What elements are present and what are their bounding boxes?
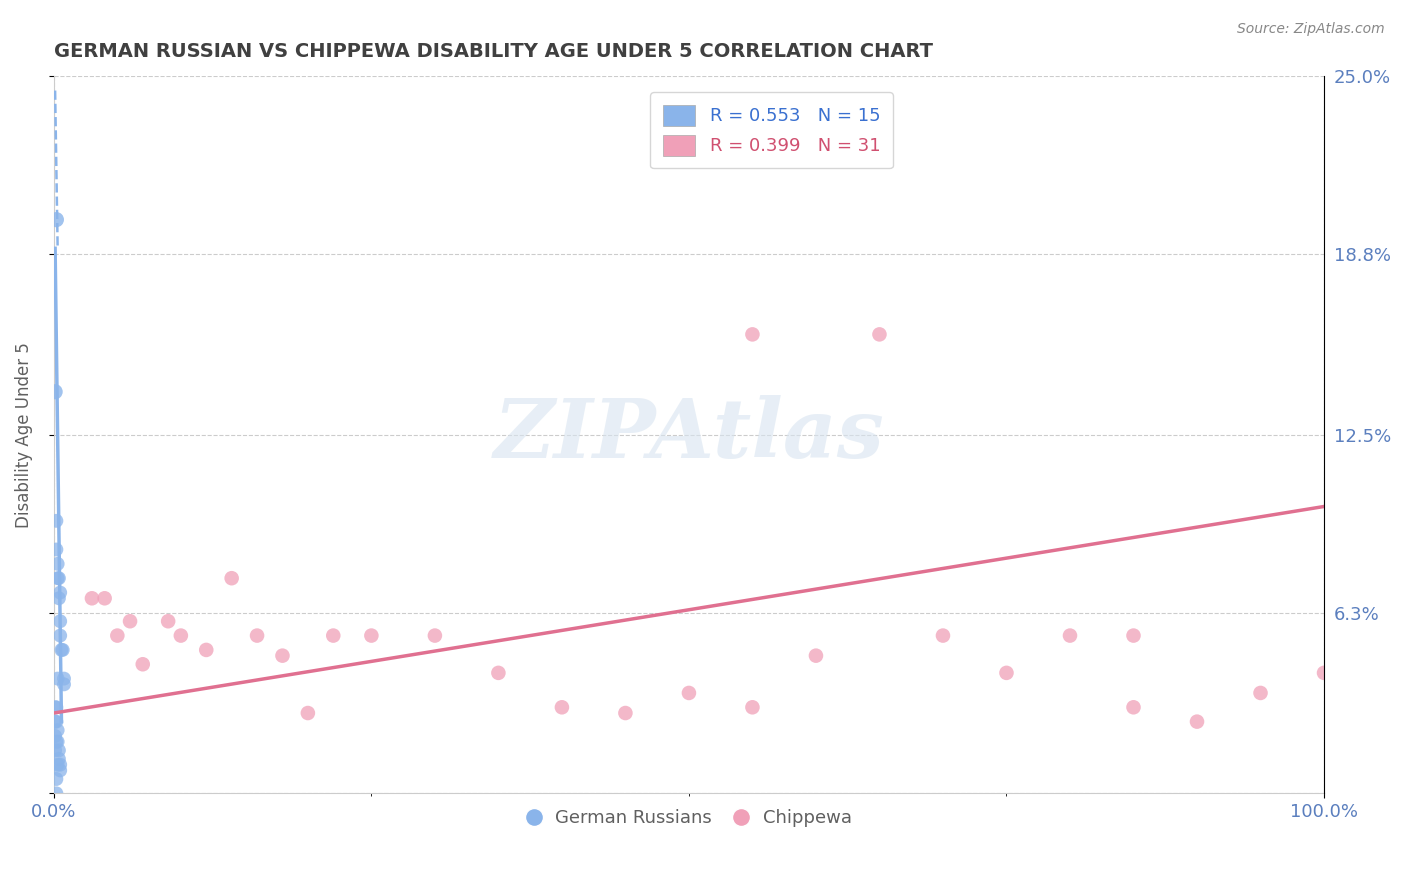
Point [48,752,70,766]
Point [614,706,637,720]
Y-axis label: Disability Age Under 5: Disability Age Under 5 [15,342,32,528]
Point [46,757,69,772]
Point [48,571,70,585]
Point [741,700,763,714]
Legend: German Russians, Chippewa: German Russians, Chippewa [519,802,859,835]
Point [1250,686,1272,700]
Point [46,723,69,738]
Point [271,648,294,663]
Point [105,629,128,643]
Point [486,665,509,680]
Point [132,657,155,672]
Point [53,677,76,691]
Point [360,629,382,643]
Point [1059,629,1081,643]
Point [80,591,103,606]
Point [45,735,67,749]
Point [45,212,67,227]
Point [44,384,66,399]
Point [45,786,67,800]
Point [1185,714,1208,729]
Text: ZIPAtlas: ZIPAtlas [494,395,884,475]
Point [49,585,72,599]
Point [49,764,72,778]
Point [48,591,70,606]
Point [51,643,73,657]
Point [45,772,67,786]
Point [93,591,115,606]
Point [246,629,269,643]
Point [170,629,193,643]
Point [48,743,70,757]
Point [45,514,67,528]
Point [44,700,66,714]
Text: Source: ZipAtlas.com: Source: ZipAtlas.com [1237,22,1385,37]
Point [118,614,141,628]
Point [551,700,574,714]
Point [678,686,700,700]
Point [46,672,69,686]
Point [1122,629,1144,643]
Point [195,643,218,657]
Point [45,700,67,714]
Point [45,542,67,557]
Point [1313,665,1336,680]
Point [53,672,76,686]
Point [46,735,69,749]
Point [157,614,180,628]
Point [46,557,69,571]
Point [49,614,72,628]
Point [52,643,75,657]
Point [49,757,72,772]
Point [869,327,891,342]
Point [44,714,66,729]
Point [297,706,319,720]
Point [932,629,955,643]
Point [423,629,446,643]
Point [44,743,66,757]
Point [322,629,344,643]
Point [1122,700,1144,714]
Point [49,629,72,643]
Point [221,571,243,585]
Point [741,327,763,342]
Text: GERMAN RUSSIAN VS CHIPPEWA DISABILITY AGE UNDER 5 CORRELATION CHART: GERMAN RUSSIAN VS CHIPPEWA DISABILITY AG… [53,42,932,61]
Point [804,648,827,663]
Point [46,571,69,585]
Point [44,729,66,743]
Point [45,714,67,729]
Point [995,665,1018,680]
